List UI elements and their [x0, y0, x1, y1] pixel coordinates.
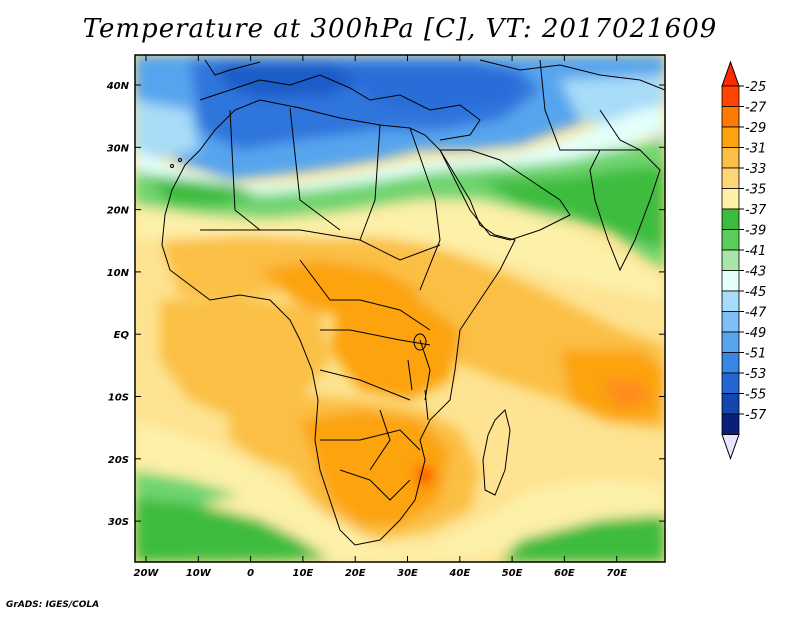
lon-tick-label: 20E — [345, 568, 366, 579]
colorbar-segment — [721, 331, 740, 353]
colorbar-segment — [721, 106, 740, 128]
colorbar-label: -39 — [745, 224, 766, 239]
credit-text: GrADS: IGES/COLA — [6, 600, 100, 610]
colorbar-segment — [721, 413, 740, 435]
colorbar-label: -51 — [745, 347, 766, 362]
colorbar-label: -27 — [745, 101, 767, 116]
colorbar-segment — [721, 352, 740, 374]
colorbar: -25 -27 -29 -31 -33 -35 -37 -39 -41 -43 -45 -47 -49 -… — [721, 60, 767, 460]
colorbar-segment — [721, 167, 740, 189]
map-frame — [134, 54, 666, 563]
lon-tick-label: 10W — [186, 568, 212, 579]
colorbar-segment — [721, 229, 740, 251]
lat-tick-label: 10N — [107, 268, 130, 279]
lat-tick-label: EQ — [114, 330, 130, 341]
colorbar-label: -49 — [745, 326, 766, 341]
lon-tick-label: 70E — [606, 568, 627, 579]
colorbar-label: -35 — [745, 183, 766, 198]
lat-tick-label: 10S — [108, 393, 129, 404]
lat-tick-label: 20N — [107, 206, 130, 217]
colorbar-label: -25 — [745, 80, 766, 95]
colorbar-segment — [721, 270, 740, 292]
lat-tick-label: 30N — [107, 143, 130, 154]
coastline-outlines — [161, 59, 665, 546]
colorbar-segment — [721, 147, 740, 169]
colorbar-segment — [721, 249, 740, 271]
lat-tick-label: 30S — [108, 517, 129, 528]
lon-tick-label: 10E — [293, 568, 314, 579]
colorbar-segment — [721, 126, 740, 148]
colorbar-label: -37 — [745, 203, 767, 218]
lon-tick-label: 0 — [247, 568, 254, 579]
colorbar-label: -29 — [745, 121, 766, 136]
lon-tick-label: 60E — [554, 568, 575, 579]
lon-tick-label: 20W — [134, 568, 160, 579]
colorbar-segment — [721, 311, 740, 333]
colorbar-segment — [721, 208, 740, 230]
colorbar-segment — [721, 290, 740, 312]
lon-tick-label: 30E — [397, 568, 418, 579]
colorbar-segment — [721, 393, 740, 415]
colorbar-label: -45 — [745, 285, 766, 300]
colorbar-label: -53 — [745, 367, 766, 382]
lon-tick-label: 40E — [448, 568, 470, 579]
colorbar-label: -41 — [745, 244, 766, 259]
colorbar-label: -57 — [745, 408, 767, 423]
colorbar-label: -47 — [745, 306, 767, 321]
map-title: Temperature at 300hPa [C], VT: 201702160… — [82, 14, 718, 44]
colorbar-segment — [721, 85, 740, 107]
colorbar-segment — [721, 188, 740, 210]
lat-tick-label: 40N — [106, 81, 130, 92]
colorbar-label: -31 — [745, 142, 766, 157]
colorbar-segment — [721, 372, 740, 394]
colorbar-bottom-arrow — [721, 434, 740, 460]
colorbar-top-arrow — [721, 60, 740, 87]
colorbar-label: -43 — [745, 265, 766, 280]
lon-tick-label: 50E — [502, 568, 523, 579]
colorbar-label: -33 — [745, 162, 766, 177]
lat-tick-label: 20S — [108, 455, 129, 466]
colorbar-label: -55 — [745, 388, 766, 403]
